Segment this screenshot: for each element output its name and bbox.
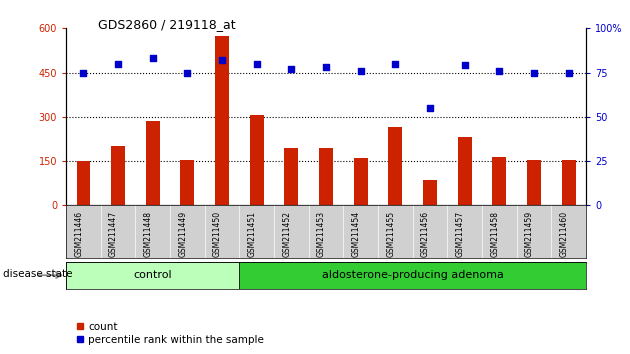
Bar	[319, 148, 333, 205]
Bar	[493, 156, 507, 205]
Bar	[239, 262, 586, 289]
Point	[563, 70, 573, 75]
Text: GSM211453: GSM211453	[317, 211, 326, 257]
Text: GSM211454: GSM211454	[352, 211, 360, 257]
Bar	[527, 160, 541, 205]
Text: GSM211447: GSM211447	[109, 211, 118, 257]
Text: GSM211456: GSM211456	[421, 211, 430, 257]
Bar	[146, 121, 160, 205]
Bar	[562, 160, 576, 205]
Point	[113, 61, 123, 67]
Point	[78, 70, 88, 75]
Text: disease state: disease state	[3, 269, 72, 279]
Text: control: control	[134, 270, 172, 280]
Point	[460, 63, 470, 68]
Point	[494, 68, 504, 74]
Text: GSM211452: GSM211452	[282, 211, 291, 257]
Text: GSM211448: GSM211448	[144, 211, 152, 257]
Bar	[66, 262, 239, 289]
Bar	[215, 36, 229, 205]
Bar	[457, 137, 471, 205]
Bar	[388, 127, 402, 205]
Text: GSM211460: GSM211460	[559, 211, 568, 257]
Point	[529, 70, 539, 75]
Point	[425, 105, 435, 111]
Text: GDS2860 / 219118_at: GDS2860 / 219118_at	[98, 18, 235, 31]
Point	[183, 70, 193, 75]
Legend: count, percentile rank within the sample: count, percentile rank within the sample	[71, 317, 268, 349]
Point	[217, 57, 227, 63]
Text: GSM211455: GSM211455	[386, 211, 395, 257]
Text: GSM211458: GSM211458	[490, 211, 499, 257]
Text: GSM211457: GSM211457	[455, 211, 465, 257]
Text: GSM211450: GSM211450	[213, 211, 222, 257]
Point	[390, 61, 400, 67]
Point	[321, 64, 331, 70]
Point	[252, 61, 262, 67]
Text: GSM211451: GSM211451	[248, 211, 257, 257]
Bar	[111, 146, 125, 205]
Bar	[181, 160, 194, 205]
Point	[147, 56, 158, 61]
Text: GSM211446: GSM211446	[74, 211, 83, 257]
Text: GSM211459: GSM211459	[525, 211, 534, 257]
Point	[286, 66, 297, 72]
Bar	[285, 148, 299, 205]
Point	[355, 68, 365, 74]
Text: GSM211449: GSM211449	[178, 211, 188, 257]
Text: aldosterone-producing adenoma: aldosterone-producing adenoma	[322, 270, 503, 280]
Bar	[76, 161, 91, 205]
Bar	[249, 115, 263, 205]
Bar	[423, 180, 437, 205]
Bar	[354, 158, 367, 205]
